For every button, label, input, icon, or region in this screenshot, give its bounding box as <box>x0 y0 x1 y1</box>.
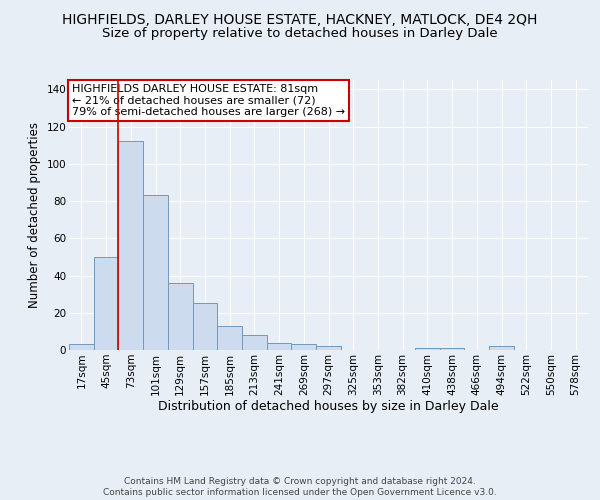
Bar <box>316 346 341 350</box>
Text: HIGHFIELDS, DARLEY HOUSE ESTATE, HACKNEY, MATLOCK, DE4 2QH: HIGHFIELDS, DARLEY HOUSE ESTATE, HACKNEY… <box>62 12 538 26</box>
Bar <box>267 342 292 350</box>
Bar <box>143 196 168 350</box>
Text: HIGHFIELDS DARLEY HOUSE ESTATE: 81sqm
← 21% of detached houses are smaller (72)
: HIGHFIELDS DARLEY HOUSE ESTATE: 81sqm ← … <box>71 84 345 117</box>
Bar <box>193 304 217 350</box>
Text: Size of property relative to detached houses in Darley Dale: Size of property relative to detached ho… <box>102 28 498 40</box>
Text: Contains HM Land Registry data © Crown copyright and database right 2024.: Contains HM Land Registry data © Crown c… <box>124 476 476 486</box>
X-axis label: Distribution of detached houses by size in Darley Dale: Distribution of detached houses by size … <box>158 400 499 413</box>
Bar <box>415 348 440 350</box>
Y-axis label: Number of detached properties: Number of detached properties <box>28 122 41 308</box>
Bar <box>69 344 94 350</box>
Bar <box>440 348 464 350</box>
Bar <box>94 257 118 350</box>
Bar <box>168 283 193 350</box>
Bar <box>489 346 514 350</box>
Text: Contains public sector information licensed under the Open Government Licence v3: Contains public sector information licen… <box>103 488 497 497</box>
Bar <box>242 335 267 350</box>
Bar <box>292 344 316 350</box>
Bar <box>118 142 143 350</box>
Bar <box>217 326 242 350</box>
